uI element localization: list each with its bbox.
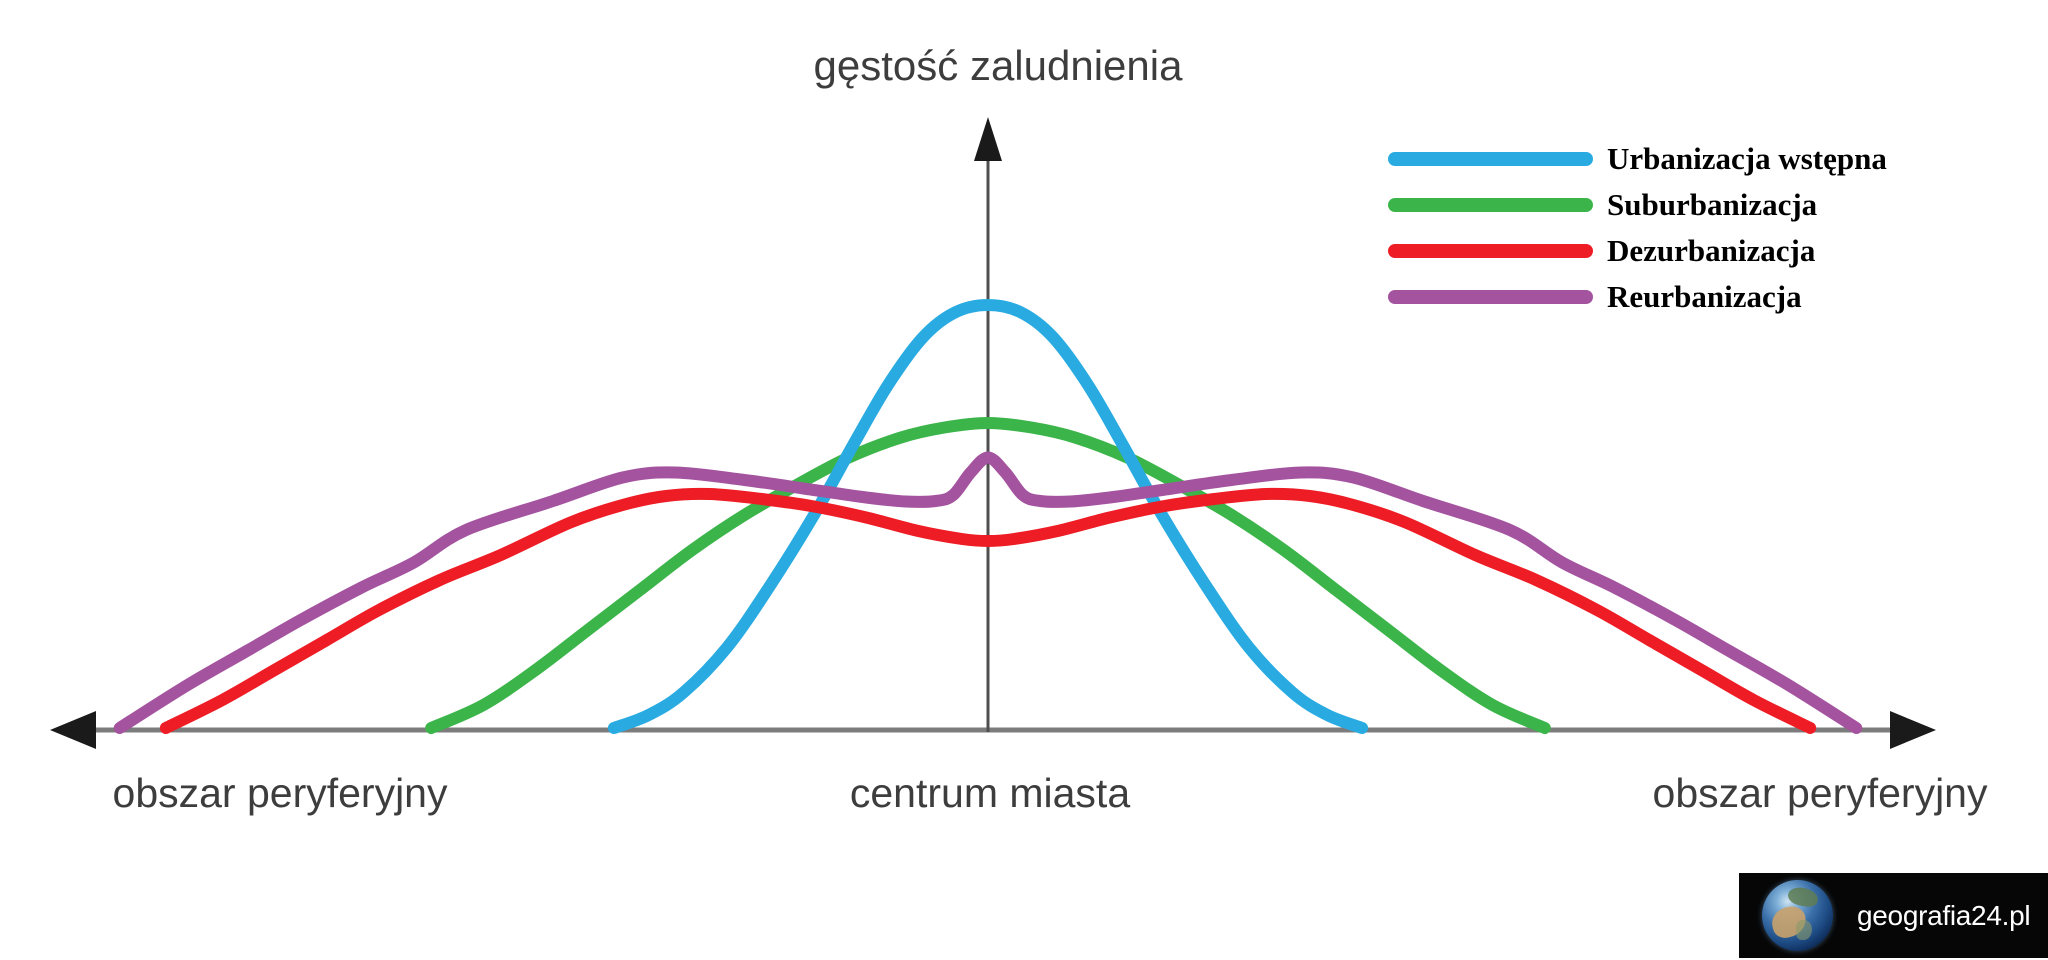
legend-label: Reurbanizacja: [1607, 279, 1802, 314]
legend-line-suburbanizacja: [1388, 198, 1593, 212]
x-axis-label-right: obszar peryferyjny: [1652, 770, 1988, 816]
legend: Urbanizacja wstępna Suburbanizacja Dezur…: [1388, 136, 1887, 320]
legend-line-dezurbanizacja: [1388, 244, 1593, 258]
x-axis-left-arrow-icon: [50, 711, 96, 749]
x-axis-label-left: obszar peryferyjny: [112, 770, 448, 816]
earth-globe-icon: [1762, 880, 1833, 951]
legend-label: Dezurbanizacja: [1607, 233, 1816, 268]
watermark-logo: geografia24.pl: [1739, 873, 2048, 958]
curve-reurbanizacja: [113, 451, 1863, 734]
x-axis-label-center: centrum miasta: [849, 770, 1131, 816]
curve-dezurbanizacja: [159, 487, 1817, 734]
legend-row: Dezurbanizacja: [1388, 228, 1887, 274]
legend-line-reurbanizacja: [1388, 290, 1593, 304]
legend-label: Suburbanizacja: [1607, 187, 1818, 222]
y-axis-title: gęstość zaludnienia: [813, 42, 1183, 89]
watermark-text: geografia24.pl: [1857, 899, 2031, 931]
x-axis-right-arrow-icon: [1890, 711, 1936, 749]
curve-suburbanizacja: [425, 417, 1551, 734]
legend-row: Urbanizacja wstępna: [1388, 136, 1887, 182]
legend-label: Urbanizacja wstępna: [1607, 141, 1887, 176]
curves-group: [113, 299, 1863, 734]
legend-line-urbanizacja-wstepna: [1388, 152, 1593, 166]
legend-row: Reurbanizacja: [1388, 274, 1887, 320]
curve-urbanizacja-wstępna: [607, 299, 1369, 734]
legend-row: Suburbanizacja: [1388, 182, 1887, 228]
y-axis-top-arrow-icon: [974, 117, 1002, 161]
